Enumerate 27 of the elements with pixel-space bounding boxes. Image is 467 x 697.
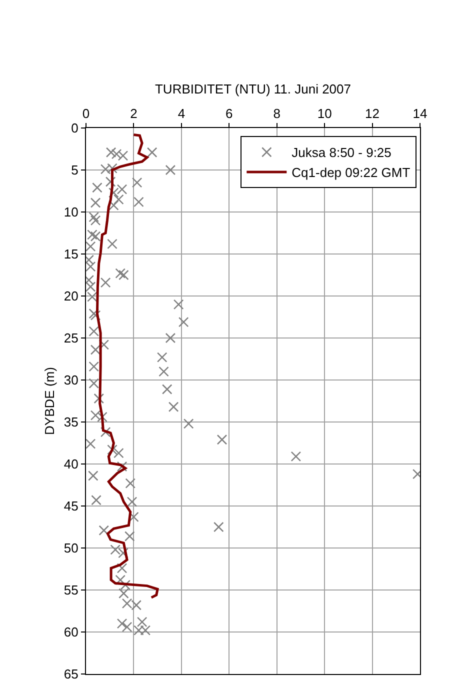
- y-tick-label: 30: [64, 372, 78, 388]
- y-tick-label: 5: [71, 162, 78, 178]
- y-tick-label: 20: [64, 288, 78, 304]
- y-tick-label: 55: [64, 582, 78, 598]
- x-tick-label: 12: [365, 106, 380, 121]
- y-tick-label: 35: [64, 414, 78, 430]
- y-tick-label: 10: [64, 204, 78, 220]
- y-tick-label: 40: [64, 456, 78, 472]
- x-tick-label: 0: [82, 106, 90, 121]
- y-tick-label: 25: [64, 330, 78, 346]
- x-axis-title: TURBIDITET (NTU) 11. Juni 2007: [154, 82, 352, 97]
- x-tick-label: 10: [317, 106, 332, 121]
- y-tick-label: 65: [64, 666, 78, 682]
- y-tick-label: 15: [64, 246, 78, 262]
- y-axis-title: DYBDE (m): [42, 367, 57, 435]
- legend-label: Cq1-dep 09:22 GMT: [292, 165, 410, 180]
- x-tick-label: 6: [226, 106, 233, 121]
- y-tick-label: 50: [64, 540, 78, 556]
- line-series: [96, 133, 159, 599]
- x-tick-label: 2: [130, 106, 138, 121]
- legend-label: Juksa 8:50 - 9:25: [292, 145, 392, 160]
- y-tick-label: 60: [64, 624, 78, 640]
- y-tick-label: 45: [64, 498, 78, 514]
- x-tick-label: 4: [178, 106, 186, 121]
- x-tick-label: 8: [273, 106, 280, 121]
- y-tick-label: 0: [71, 120, 78, 136]
- x-tick-label: 14: [412, 106, 428, 121]
